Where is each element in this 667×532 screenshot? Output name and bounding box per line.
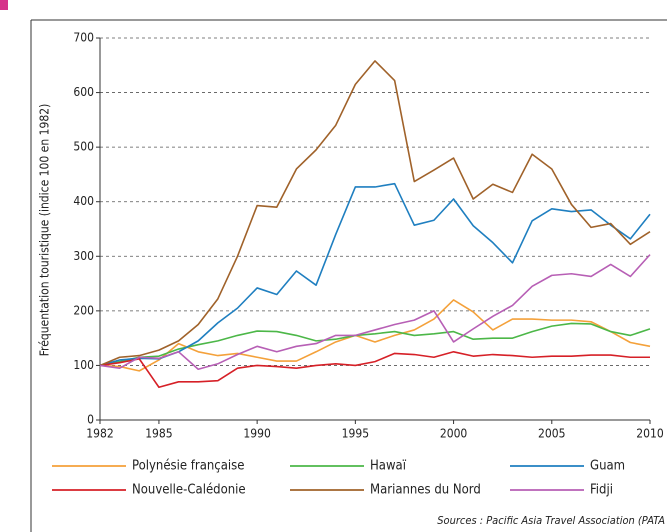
legend-label: Polynésie française bbox=[132, 459, 244, 474]
x-tick-label: 2000 bbox=[440, 427, 468, 441]
y-tick-label: 500 bbox=[73, 140, 94, 154]
legend-label: Mariannes du Nord bbox=[370, 483, 481, 498]
series-line bbox=[99, 299, 651, 372]
y-tick-label: 100 bbox=[73, 358, 94, 372]
legend-label: Guam bbox=[590, 459, 625, 474]
source-note: Sources : Pacific Asia Travel Associatio… bbox=[437, 514, 665, 527]
series-line bbox=[99, 60, 651, 367]
x-tick-label: 2005 bbox=[538, 427, 565, 441]
x-tick-label: 1995 bbox=[342, 427, 369, 441]
series-line bbox=[99, 254, 651, 371]
y-tick-label: 300 bbox=[73, 249, 94, 263]
legend-label: Fidji bbox=[590, 483, 613, 498]
legend-label: Nouvelle-Calédonie bbox=[132, 483, 246, 498]
y-tick-label: 600 bbox=[73, 85, 94, 99]
y-tick-label: 200 bbox=[73, 303, 94, 317]
y-tick-label: 0 bbox=[87, 413, 94, 427]
series-line bbox=[99, 322, 651, 367]
series-line bbox=[99, 182, 651, 367]
title-marker bbox=[0, 0, 8, 10]
x-tick-label: 1985 bbox=[145, 427, 172, 441]
y-axis-title: Fréquentation touristique (indice 100 en… bbox=[38, 104, 52, 357]
legend-label: Hawaï bbox=[370, 459, 407, 474]
x-tick-label: 2010 bbox=[636, 427, 664, 441]
y-tick-label: 700 bbox=[73, 31, 94, 45]
y-tick-label: 400 bbox=[73, 194, 94, 208]
x-tick-label: 1982 bbox=[86, 427, 113, 441]
x-tick-label: 1990 bbox=[243, 427, 271, 441]
series-line bbox=[99, 350, 650, 389]
